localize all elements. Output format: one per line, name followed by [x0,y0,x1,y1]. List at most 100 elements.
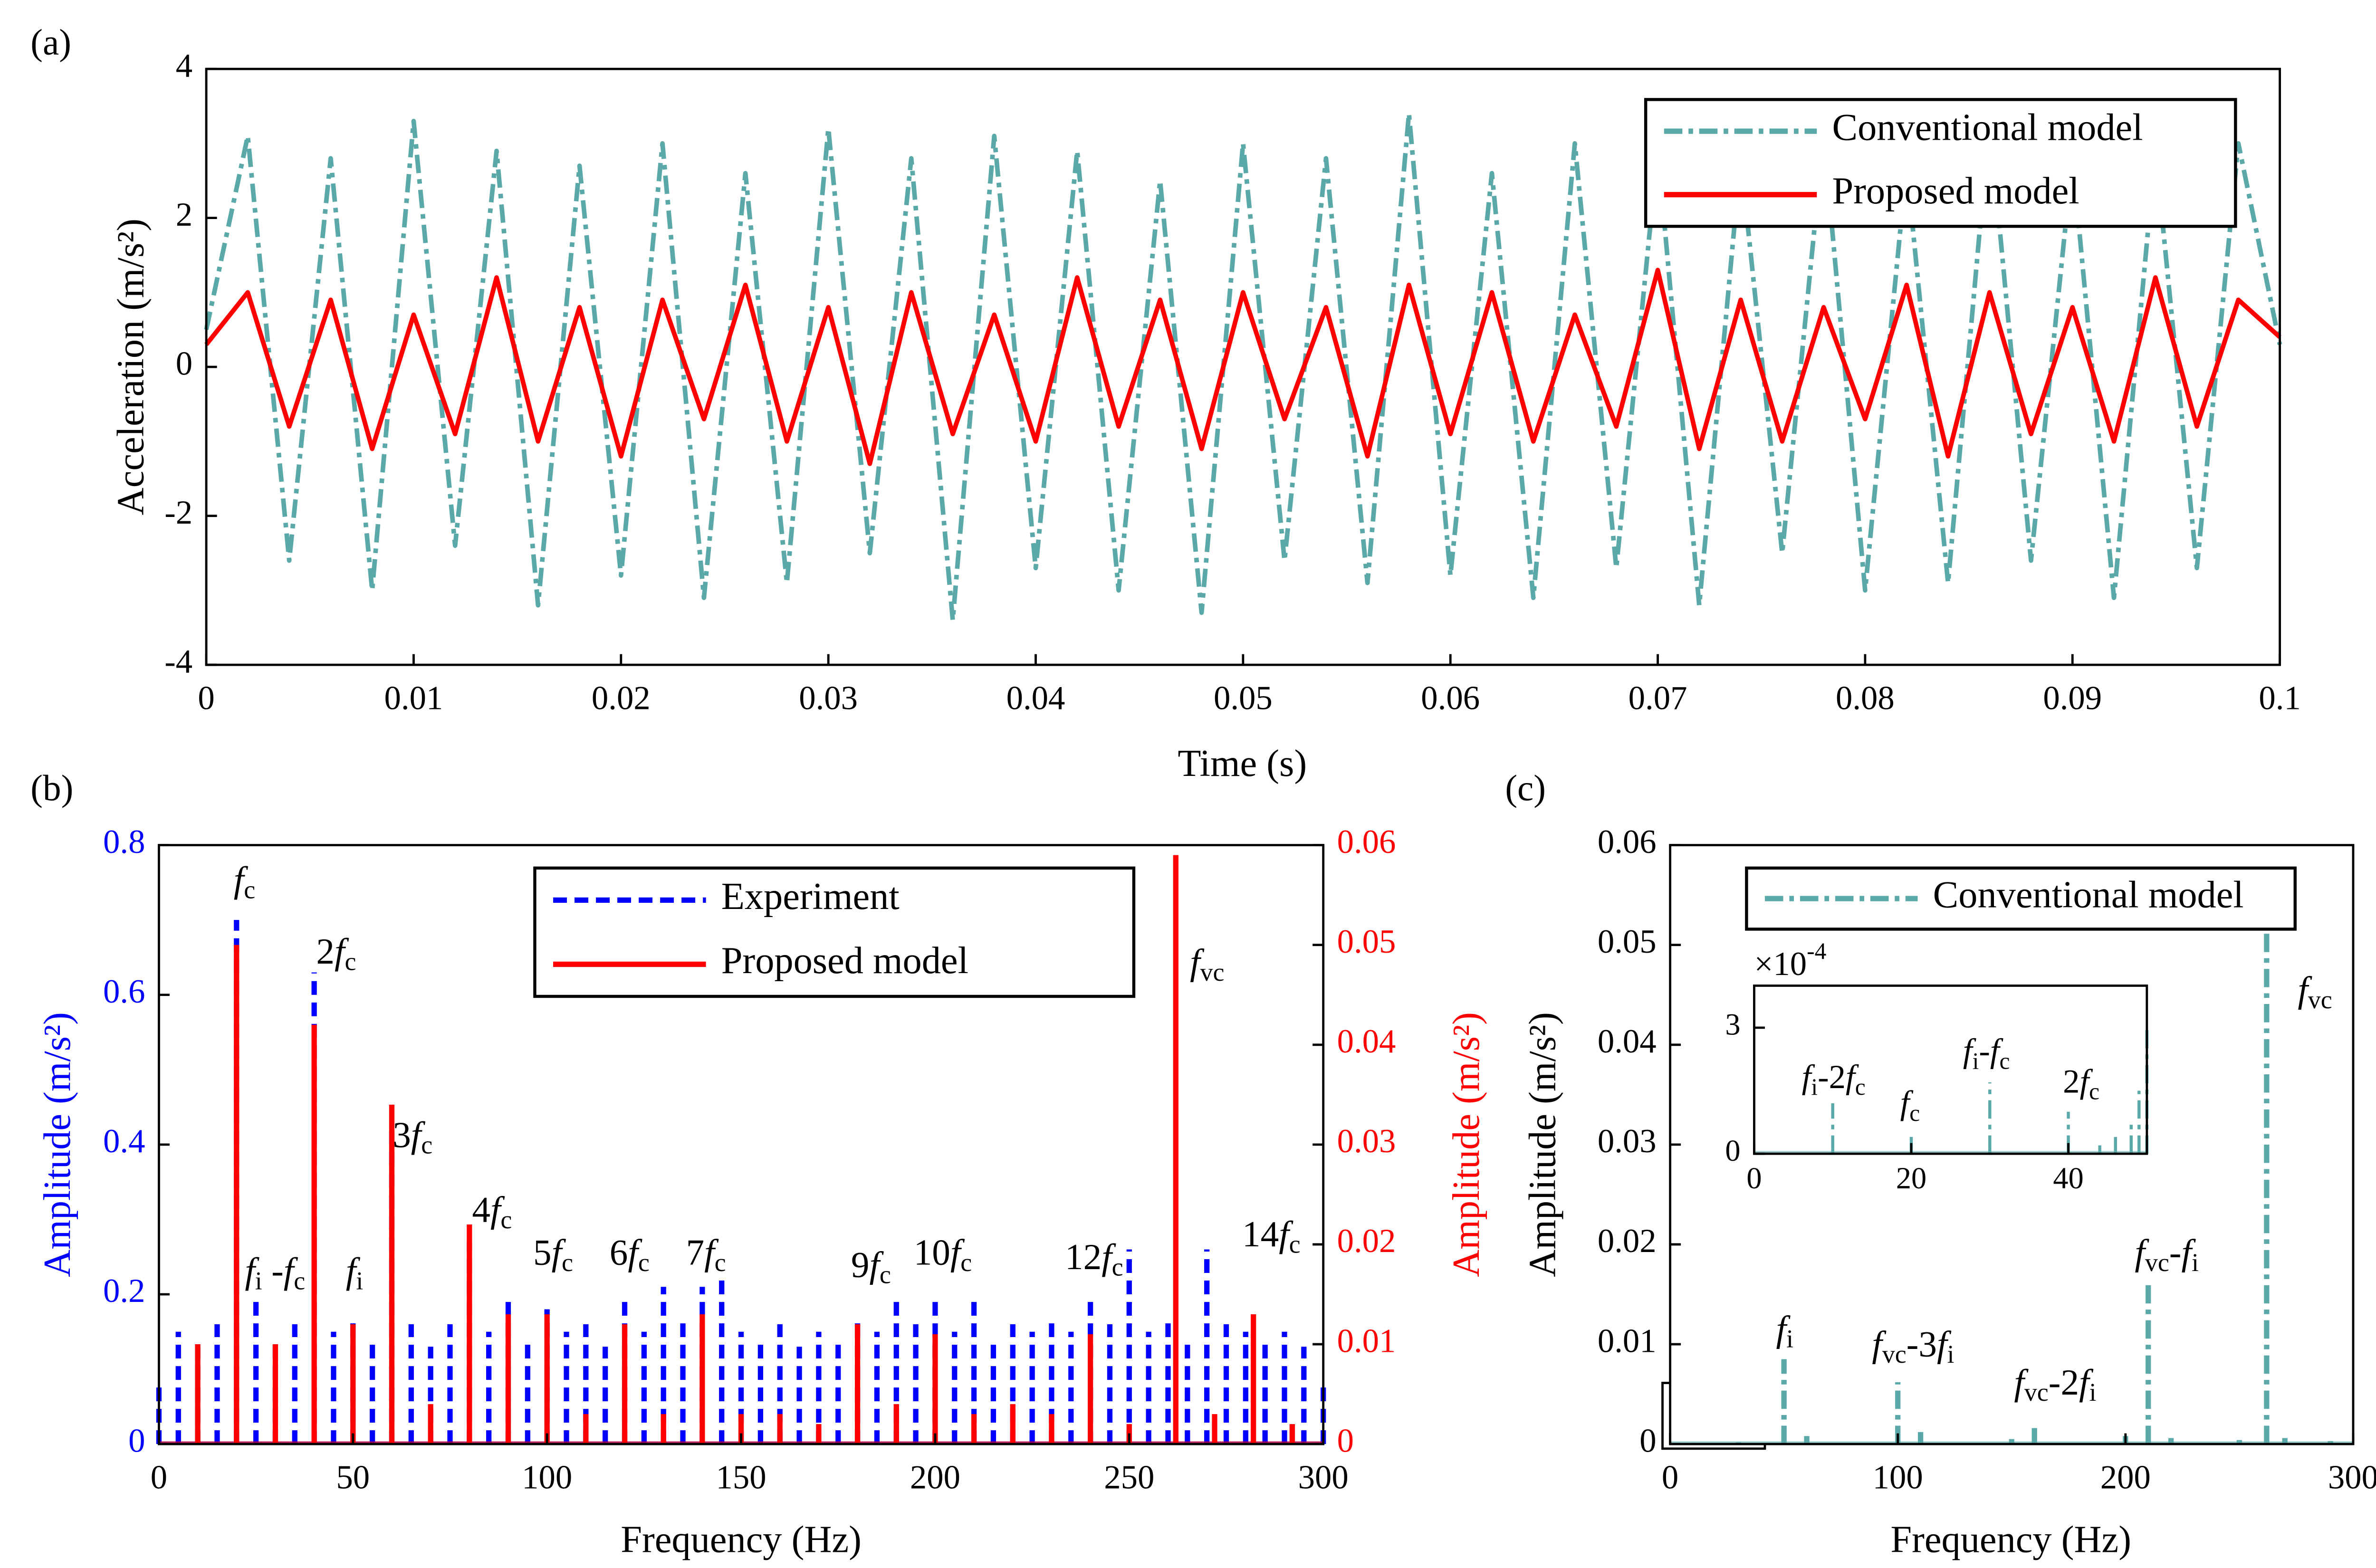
annotation-part: i [2089,1378,2096,1407]
panel-label: (b) [30,767,73,808]
annotation: 12fc [1065,1236,1123,1281]
y-tick-label: 2 [176,196,192,233]
x-tick-label: 0 [1746,1161,1762,1195]
y-axis-label: Acceleration (m/s²) [109,219,152,515]
x-tick-label: 100 [522,1459,572,1496]
annotation: fvc [1190,941,1224,986]
x-tick-label: 150 [716,1459,766,1496]
annotation-part: c [638,1248,650,1277]
annotation: ×10-4 [1754,938,1826,983]
annotation-part: c [294,1267,305,1295]
annotation-part: i [1973,1048,1979,1074]
annotation-part: c [960,1248,972,1277]
panel-label: (c) [1505,767,1546,808]
annotation-part: i [2192,1248,2199,1277]
y-tick-label: 0 [176,345,192,382]
annotation-part: c [2000,1048,2010,1074]
annotation-part: 12 [1065,1236,1102,1277]
annotation-part: i [356,1267,363,1295]
annotation: 5fc [533,1232,573,1277]
annotation-part: c [1112,1253,1123,1281]
y-tick-label: 0.04 [1598,1023,1657,1060]
annotation-part: - [262,1250,284,1291]
x-axis-label: Frequency (Hz) [621,1519,862,1561]
annotation-part: i [255,1267,262,1295]
x-tick-label: 100 [1873,1459,1923,1496]
x-tick-label: 0 [1662,1459,1678,1496]
annotation-part: c [500,1205,512,1234]
x-tick-label: 0.04 [1006,680,1065,717]
legend-label: Proposed model [1832,170,2079,212]
annotation-part: vc [2024,1378,2049,1407]
annotation: 9fc [851,1244,891,1289]
annotation-part: -2 [1818,1059,1846,1096]
annotation: fi [346,1250,363,1295]
annotation: fvc-3fi [1872,1323,1954,1368]
annotation: 4fc [472,1189,512,1234]
annotation: fvc [2298,969,2332,1014]
y-tick-label: 0.03 [1598,1123,1657,1160]
annotation-part: -3 [1907,1323,1937,1364]
x-tick-label: 50 [336,1459,370,1496]
x-tick-label: 20 [1896,1161,1926,1195]
axes-box [1753,985,2148,1155]
y-tick-label: 0.2 [103,1272,145,1310]
annotation-part: 7 [686,1232,705,1272]
y-axis-label: Amplitude (m/s²) [1522,1012,1564,1277]
series-line [204,268,2281,466]
y2-tick-label: 0.04 [1337,1023,1396,1060]
x-tick-label: 0 [198,680,214,717]
annotation-part: c [1855,1074,1866,1100]
x-tick-label: 0.07 [1629,680,1687,717]
annotation-part: vc [1200,958,1225,986]
y2-axis-label: Amplitude (m/s²) [1445,1012,1487,1277]
annotation-part: 9 [851,1244,870,1285]
annotation-part: c [2089,1079,2099,1105]
y-tick-label: 3 [1725,1008,1740,1042]
annotation-part: 5 [533,1232,552,1272]
y-tick-label: 0.06 [1598,823,1657,860]
annotation: fi -fc [245,1250,305,1295]
y-tick-label: 0 [1725,1134,1740,1167]
x-tick-label: 200 [910,1459,960,1496]
y2-tick-label: 0 [1337,1422,1354,1459]
y-tick-label: -4 [164,643,192,680]
annotation-part: - [1979,1033,1990,1070]
x-tick-label: 0.02 [592,680,651,717]
annotation-part: 2 [316,931,335,972]
annotation: 2fc [2063,1063,2099,1105]
annotation-part: c [345,947,356,976]
x-axis-label: Time (s) [1178,742,1307,784]
x-tick-label: 300 [1298,1459,1349,1496]
y-tick-label: 0 [128,1422,145,1459]
annotation: 14fc [1242,1214,1301,1259]
annotation-part: vc [1882,1340,1907,1368]
annotation-part: ×10 [1754,946,1807,983]
legend-box [533,866,1136,998]
x-tick-label: 0 [151,1459,167,1496]
y2-tick-label: 0.01 [1337,1322,1396,1359]
annotation-part: -2 [2049,1362,2079,1403]
legend-label: Proposed model [721,939,968,982]
y2-tick-label: 0.05 [1337,923,1396,960]
annotation-part: c [715,1248,726,1277]
y-tick-label: 0 [1639,1422,1656,1459]
annotation-part: c [1289,1230,1301,1259]
annotation: fc [234,859,255,904]
annotation-part: 14 [1242,1214,1279,1254]
x-tick-label: 0.05 [1214,680,1273,717]
annotation-part: c [1909,1100,1920,1126]
annotation-part: c [880,1261,891,1289]
x-tick-label: 0.09 [2043,680,2102,717]
y-tick-label: 4 [176,47,192,84]
y2-tick-label: 0.02 [1337,1223,1396,1260]
plot-area [1754,985,2147,1154]
annotation-part: c [244,876,255,904]
legend-label: Conventional model [1933,874,2244,916]
annotation-part: 3 [393,1114,411,1155]
y-tick-label: 0.4 [103,1123,145,1160]
annotation-part: c [562,1248,573,1277]
annotation-part: 2 [2063,1063,2079,1100]
